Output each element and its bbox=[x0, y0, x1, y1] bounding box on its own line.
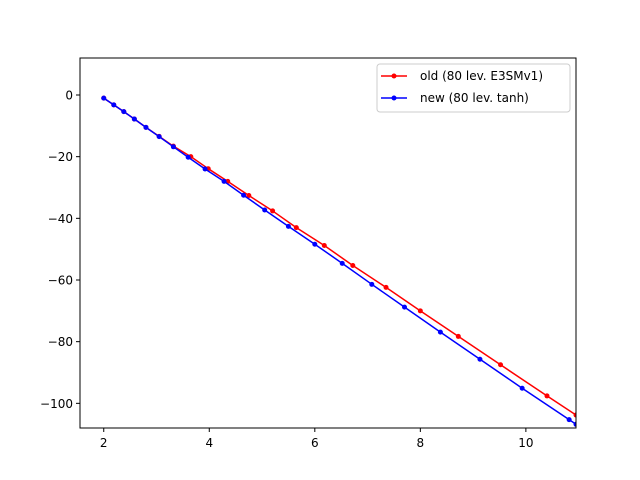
legend-marker-new bbox=[391, 95, 397, 101]
data-point bbox=[202, 166, 208, 172]
data-point bbox=[519, 385, 525, 391]
legend-marker-old bbox=[391, 73, 397, 79]
data-point bbox=[101, 95, 107, 101]
legend-entry-old: old (80 lev. E3SMv1) bbox=[381, 69, 543, 83]
y-axis: 0 −20 −40 −60 −80 −100 bbox=[40, 89, 80, 411]
data-point bbox=[573, 421, 576, 427]
x-tick-label: 6 bbox=[311, 436, 319, 450]
data-point bbox=[246, 193, 252, 199]
data-point bbox=[573, 412, 576, 418]
series-line bbox=[103, 97, 576, 425]
series-layer bbox=[101, 95, 576, 427]
data-point bbox=[285, 223, 291, 229]
data-point bbox=[321, 242, 327, 248]
x-tick-label: 4 bbox=[205, 436, 213, 450]
data-point bbox=[312, 241, 318, 247]
data-point bbox=[369, 281, 375, 287]
data-point bbox=[498, 362, 504, 368]
x-tick-label: 10 bbox=[518, 436, 533, 450]
data-point bbox=[417, 308, 423, 314]
data-point bbox=[121, 109, 127, 115]
data-point bbox=[111, 102, 117, 108]
data-point bbox=[383, 284, 389, 290]
data-point bbox=[339, 260, 345, 266]
series-new bbox=[101, 95, 576, 427]
plot-frame bbox=[79, 57, 577, 429]
data-point bbox=[293, 225, 299, 231]
y-tick-label: −100 bbox=[40, 397, 73, 411]
y-tick-label: −80 bbox=[48, 335, 73, 349]
data-point bbox=[143, 124, 149, 130]
y-tick-label: 0 bbox=[65, 89, 73, 103]
legend-label-old: old (80 lev. E3SMv1) bbox=[420, 69, 543, 83]
data-point bbox=[437, 329, 443, 335]
y-tick-label: −60 bbox=[48, 274, 73, 288]
x-tick-label: 2 bbox=[100, 436, 108, 450]
data-point bbox=[477, 356, 483, 362]
data-point bbox=[544, 393, 550, 399]
data-point bbox=[241, 192, 247, 198]
data-point bbox=[262, 207, 268, 213]
data-point bbox=[156, 134, 162, 140]
y-tick-label: −40 bbox=[48, 212, 73, 226]
data-point bbox=[170, 144, 176, 150]
legend-entry-new: new (80 lev. tanh) bbox=[381, 91, 529, 105]
data-point bbox=[566, 417, 572, 423]
plot-area bbox=[80, 58, 576, 428]
legend-box bbox=[376, 63, 571, 113]
x-axis: 2 4 6 8 10 bbox=[100, 428, 534, 450]
data-point bbox=[185, 154, 191, 160]
y-tick-label: −20 bbox=[48, 150, 73, 164]
data-point bbox=[402, 304, 408, 310]
legend: old (80 lev. E3SMv1) new (80 lev. tanh) bbox=[376, 63, 571, 113]
x-tick-label: 8 bbox=[417, 436, 425, 450]
legend-label-new: new (80 lev. tanh) bbox=[420, 91, 529, 105]
data-point bbox=[221, 178, 227, 184]
data-point bbox=[131, 116, 137, 122]
data-point bbox=[455, 333, 461, 339]
data-point bbox=[270, 208, 276, 214]
data-point bbox=[350, 263, 356, 269]
